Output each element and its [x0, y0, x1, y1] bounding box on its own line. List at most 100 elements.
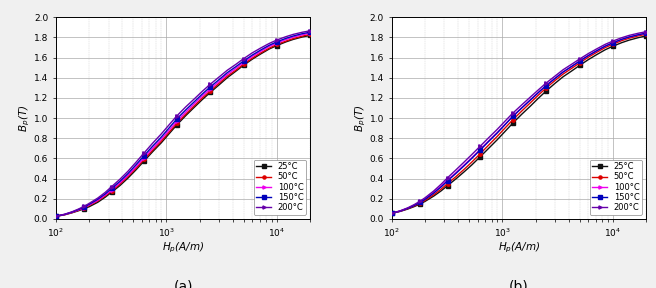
150°C	[584, 54, 592, 57]
25°C	[273, 44, 281, 47]
25°C	[173, 123, 181, 126]
25°C	[518, 113, 525, 116]
200°C	[207, 82, 215, 86]
25°C	[609, 44, 617, 48]
200°C	[52, 215, 60, 218]
200°C	[132, 161, 140, 164]
50°C	[182, 112, 190, 116]
50°C	[232, 69, 240, 72]
25°C	[94, 200, 102, 204]
200°C	[140, 151, 148, 155]
25°C	[239, 63, 247, 67]
25°C	[642, 34, 650, 38]
100°C	[256, 50, 264, 53]
150°C	[149, 145, 157, 148]
200°C	[149, 142, 157, 145]
100°C	[601, 44, 609, 48]
50°C	[132, 167, 140, 170]
100°C	[289, 35, 297, 39]
25°C	[559, 75, 567, 79]
Y-axis label: $B_p$(T): $B_p$(T)	[354, 104, 368, 132]
150°C	[124, 172, 132, 175]
25°C	[452, 177, 460, 181]
25°C	[306, 34, 314, 37]
200°C	[68, 210, 76, 214]
200°C	[182, 105, 190, 109]
50°C	[239, 62, 247, 66]
Line: 200°C: 200°C	[390, 30, 648, 215]
50°C	[601, 46, 609, 49]
100°C	[298, 33, 306, 37]
150°C	[116, 180, 124, 183]
25°C	[199, 98, 207, 101]
200°C	[460, 160, 468, 164]
200°C	[551, 74, 559, 78]
100°C	[543, 84, 550, 87]
50°C	[249, 56, 256, 60]
25°C	[298, 35, 306, 39]
100°C	[559, 70, 567, 74]
150°C	[443, 179, 451, 183]
150°C	[527, 98, 535, 102]
Line: 200°C: 200°C	[54, 29, 312, 218]
150°C	[132, 163, 140, 167]
150°C	[223, 71, 231, 75]
25°C	[575, 64, 583, 67]
100°C	[249, 55, 256, 58]
100°C	[421, 197, 429, 201]
50°C	[108, 189, 115, 193]
100°C	[568, 65, 576, 68]
150°C	[568, 65, 576, 68]
50°C	[430, 193, 438, 196]
150°C	[493, 131, 501, 135]
150°C	[543, 84, 550, 87]
50°C	[85, 204, 93, 207]
50°C	[493, 135, 501, 138]
Line: 50°C: 50°C	[390, 33, 648, 215]
150°C	[298, 32, 306, 35]
25°C	[476, 155, 484, 159]
50°C	[410, 204, 418, 208]
100°C	[173, 120, 181, 123]
150°C	[256, 48, 264, 52]
25°C	[256, 52, 264, 56]
25°C	[116, 184, 124, 187]
50°C	[396, 209, 404, 213]
150°C	[416, 201, 424, 204]
200°C	[430, 189, 438, 193]
150°C	[101, 192, 109, 196]
100°C	[207, 87, 215, 91]
100°C	[501, 122, 509, 126]
150°C	[273, 40, 281, 43]
25°C	[396, 210, 404, 213]
25°C	[535, 96, 543, 100]
Legend: 25°C, 50°C, 100°C, 150°C, 200°C: 25°C, 50°C, 100°C, 150°C, 200°C	[254, 160, 306, 215]
100°C	[140, 156, 148, 160]
50°C	[273, 43, 281, 46]
200°C	[601, 43, 609, 46]
100°C	[165, 128, 173, 132]
150°C	[485, 140, 493, 143]
100°C	[80, 206, 88, 209]
100°C	[493, 131, 501, 134]
25°C	[80, 207, 88, 211]
25°C	[592, 53, 600, 56]
Line: 25°C: 25°C	[54, 34, 312, 218]
25°C	[74, 209, 82, 213]
200°C	[85, 202, 93, 205]
150°C	[306, 31, 314, 34]
100°C	[215, 80, 223, 83]
50°C	[625, 37, 633, 40]
Y-axis label: $B_p$(T): $B_p$(T)	[18, 104, 32, 132]
25°C	[551, 82, 559, 85]
150°C	[509, 115, 517, 118]
25°C	[223, 76, 231, 79]
25°C	[165, 132, 173, 135]
50°C	[509, 118, 517, 121]
200°C	[289, 33, 297, 36]
200°C	[306, 29, 314, 33]
200°C	[476, 145, 484, 148]
200°C	[518, 103, 525, 107]
50°C	[575, 61, 583, 65]
150°C	[634, 33, 642, 37]
